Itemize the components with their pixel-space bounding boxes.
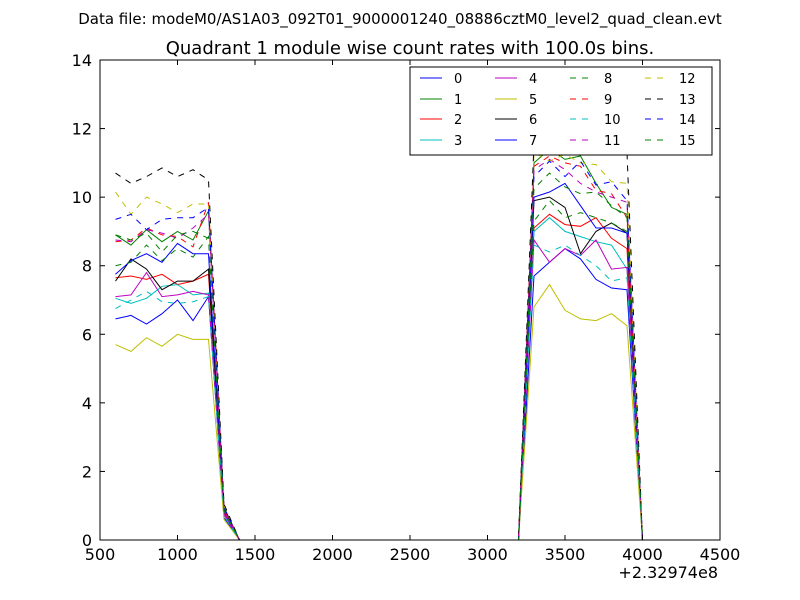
series-line-10 [115,244,643,541]
x-tick-label: 3500 [545,545,586,564]
series-line-5 [115,283,643,541]
x-tick-label: 500 [85,545,116,564]
series-line-8 [115,199,643,541]
legend-label-12: 12 [679,72,696,87]
x-tick-label: 3000 [467,545,508,564]
series-line-6 [115,196,643,541]
series-line-4 [115,238,643,541]
y-tick-label: 8 [82,257,92,276]
x-tick-label: 2500 [390,545,431,564]
legend-label-7: 7 [529,134,537,149]
y-tick-label: 12 [72,120,92,139]
legend-label-13: 13 [679,93,696,108]
x-tick-label: 1500 [235,545,276,564]
y-tick-label: 14 [72,51,92,70]
legend-label-0: 0 [454,72,462,87]
series-line-1 [115,148,643,541]
y-tick-label: 2 [82,462,92,481]
x-axis: 500 1000 1500 2000 2500 3000 3500 4000 4500 [85,60,741,564]
series-line-13 [115,122,643,541]
plot-lines [115,122,643,541]
x-offset-label: +2.32974e8 [618,563,718,582]
legend-label-1: 1 [454,93,462,108]
y-tick-label: 0 [82,531,92,550]
legend-label-4: 4 [529,72,537,87]
series-line-0 [115,247,643,541]
x-tick-label: 1000 [157,545,198,564]
legend-label-14: 14 [679,113,696,128]
series-line-14 [115,160,643,541]
legend-label-15: 15 [679,134,696,149]
series-line-3 [115,217,643,541]
y-tick-label: 10 [72,188,92,207]
legend-label-11: 11 [604,134,621,149]
x-tick-label: 2000 [312,545,353,564]
legend-label-10: 10 [604,113,621,128]
legend-label-3: 3 [454,134,462,149]
series-line-9 [115,155,643,541]
chart-title: Quadrant 1 module wise count rates with … [166,38,655,59]
series-line-15 [115,172,643,541]
suptitle: Data file: modeM0/AS1A03_092T01_90000012… [78,10,722,29]
x-tick-label: 4500 [700,545,741,564]
y-tick-label: 6 [82,325,92,344]
legend-label-8: 8 [604,72,612,87]
legend-label-5: 5 [529,93,537,108]
legend-label-9: 9 [604,93,612,108]
legend-label-6: 6 [529,113,537,128]
series-line-12 [115,151,643,541]
y-tick-label: 4 [82,394,92,413]
legend-label-2: 2 [454,113,462,128]
x-tick-label: 4000 [622,545,663,564]
series-line-2 [115,213,643,541]
